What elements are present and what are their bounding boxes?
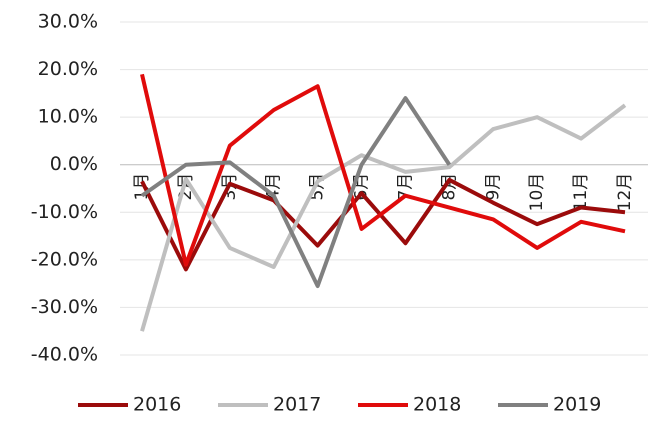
series-line: [140, 177, 626, 272]
x-tick-label: 9月: [483, 173, 503, 201]
legend-label: 2018: [413, 394, 461, 416]
series-line: [140, 73, 626, 267]
y-tick-label: 0.0%: [50, 153, 98, 175]
legend-label: 2016: [133, 394, 181, 416]
y-tick-label: -20.0%: [31, 248, 98, 270]
x-tick-label: 10月: [527, 173, 547, 212]
x-tick-label: 7月: [395, 173, 415, 201]
y-tick-label: -30.0%: [31, 296, 98, 318]
y-tick-label: -40.0%: [31, 344, 98, 366]
y-tick-label: 20.0%: [38, 58, 98, 80]
x-tick-label: 11月: [571, 173, 591, 212]
legend-label: 2017: [273, 394, 321, 416]
y-tick-label: -10.0%: [31, 201, 98, 223]
legend-label: 2019: [553, 394, 601, 416]
x-tick-label: 8月: [439, 173, 459, 201]
y-tick-label: 10.0%: [38, 106, 98, 128]
y-tick-label: 30.0%: [38, 11, 98, 33]
series-line: [140, 96, 452, 289]
x-tick-label: 12月: [615, 173, 635, 212]
series-line: [140, 103, 627, 332]
